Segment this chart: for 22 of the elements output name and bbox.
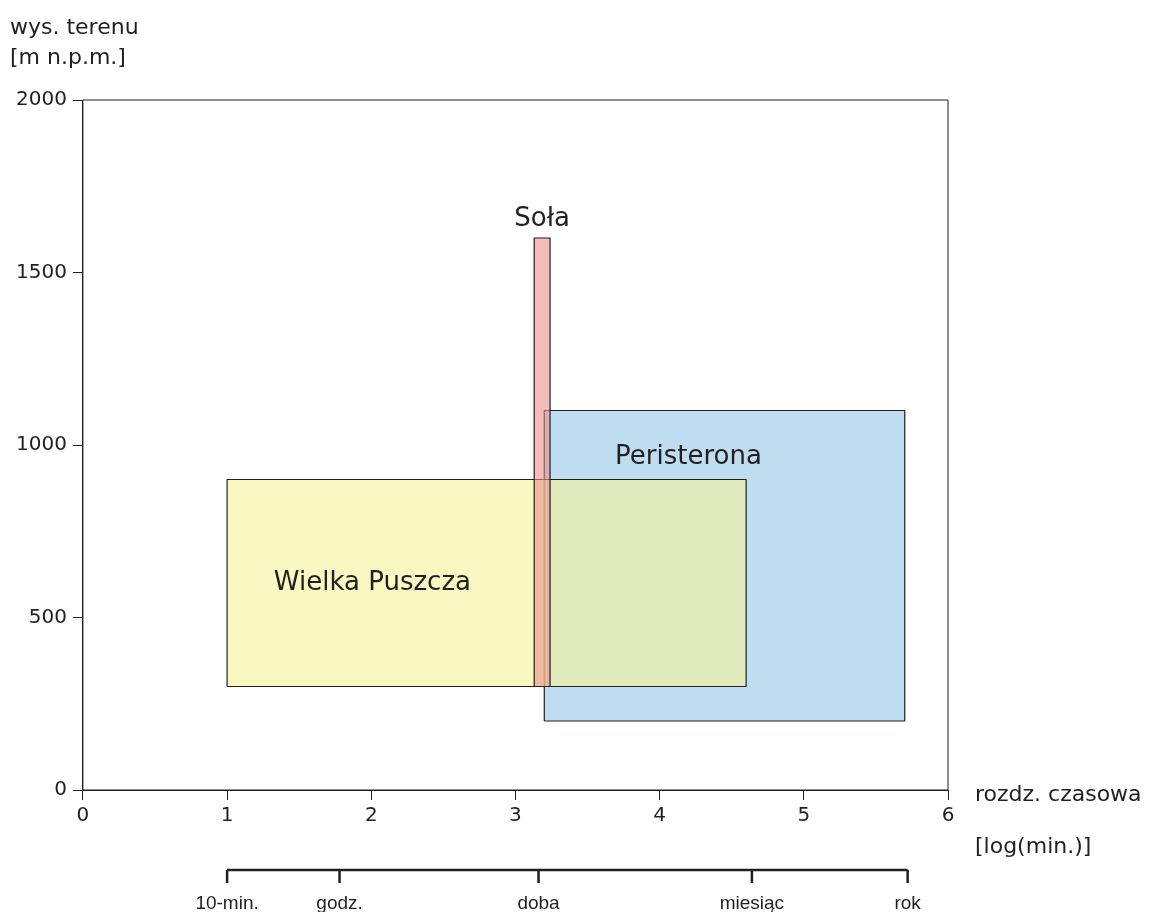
y-tick-label: 0 [54, 776, 67, 801]
ref-line-label: godz. [316, 891, 363, 912]
x-tick-label: 2 [364, 802, 378, 827]
x-tick-label: 0 [76, 802, 90, 827]
y-tick-label: 1500 [15, 258, 67, 283]
ref-line-label: rok [894, 891, 922, 912]
series-label: Peristerona [615, 439, 762, 470]
ref-line-label: doba [517, 891, 561, 912]
series-label: Soła [514, 201, 570, 232]
series-label: Wielka Puszcza [273, 565, 471, 596]
ref-line-label: 10-min. [195, 891, 259, 912]
x-tick-label: 1 [220, 802, 234, 827]
y-axis-title: wys. terenu [m n.p.m.] [10, 13, 140, 71]
x-tick-label: 5 [797, 802, 811, 827]
y-tick-label: 2000 [15, 86, 67, 111]
x-tick-label: 3 [509, 802, 522, 827]
y-tick-label: 1000 [15, 431, 67, 456]
x-tick-label: 4 [653, 802, 666, 827]
text: rozdz. czasowa [log(min.)] [975, 781, 1142, 858]
y-tick-label: 500 [28, 603, 67, 628]
ref-line-label: miesiąc [719, 891, 785, 912]
x-tick-label: 6 [941, 802, 955, 827]
